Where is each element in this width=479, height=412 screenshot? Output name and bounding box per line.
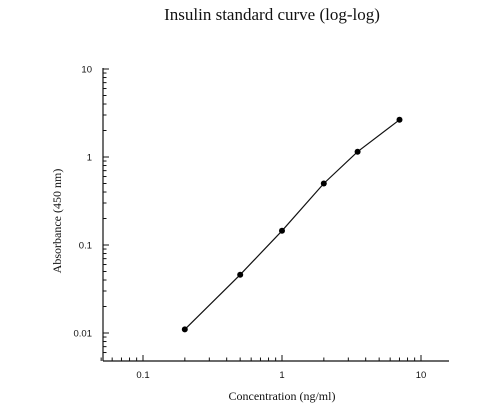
data-point: [279, 227, 285, 234]
series: [181, 116, 403, 333]
data-point: [181, 326, 188, 333]
x-axis-label: Concentration (ng/ml): [229, 389, 336, 403]
y-tick-label: 0.1: [79, 241, 92, 252]
data-point: [354, 148, 361, 155]
x-tick-label: 0.1: [136, 370, 149, 381]
x-axis-ticks: 0.1 1 10: [100, 355, 427, 381]
y-axis-ticks: 0.01 0.1 1 10: [74, 65, 109, 354]
chart-title: Insulin standard curve (log-log): [164, 5, 380, 24]
y-axis-label: Absorbance (450 nm): [50, 169, 64, 274]
series-line: [184, 119, 400, 330]
y-tick-label: 1: [87, 153, 92, 164]
plot-area: 0.01 0.1 1 10 0.1 1 10: [74, 65, 449, 381]
y-tick-label: 10: [81, 65, 92, 76]
y-tick-label: 0.01: [74, 329, 93, 340]
data-point: [320, 180, 327, 187]
data-point: [396, 116, 403, 123]
x-tick-label: 1: [279, 370, 284, 381]
data-point: [237, 271, 244, 278]
x-tick-label: 10: [416, 370, 427, 381]
